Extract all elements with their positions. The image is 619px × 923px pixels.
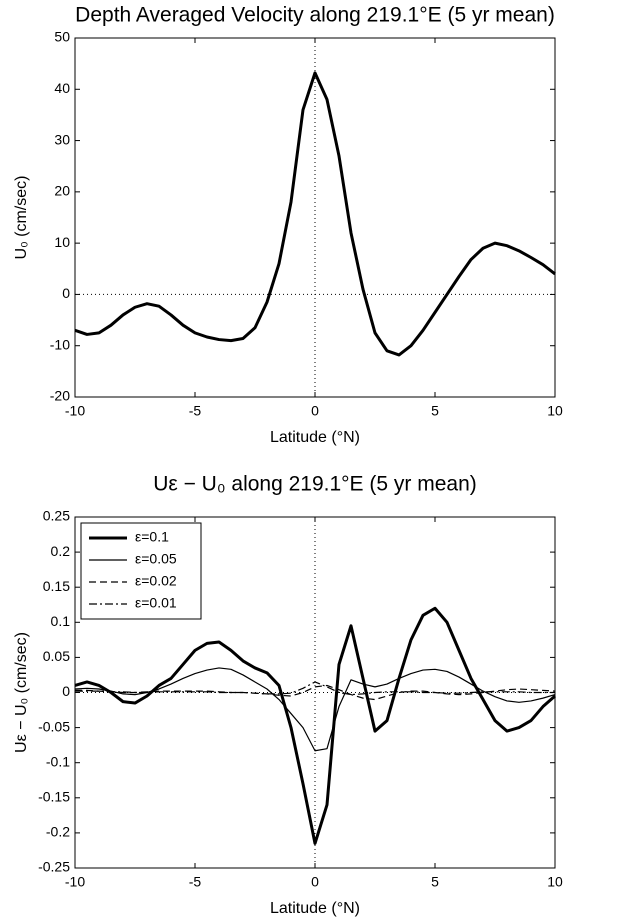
- legend-label: ε=0.05: [135, 551, 177, 567]
- y-tick-label: 0.05: [43, 648, 70, 664]
- data-line: [75, 684, 556, 701]
- x-tick-label: 5: [431, 403, 439, 419]
- x-axis-label: Latitude (°N): [270, 429, 360, 446]
- legend-label: ε=0.1: [135, 529, 169, 545]
- y-tick-label: -0.2: [46, 824, 70, 840]
- y-tick-label: 0.2: [51, 543, 71, 559]
- legend-label: ε=0.01: [135, 595, 177, 611]
- data-line: [74, 667, 556, 752]
- y-tick-label: -20: [50, 388, 70, 404]
- x-tick-label: 0: [311, 874, 319, 890]
- x-tick-label: -5: [189, 874, 202, 890]
- y-tick-label: 20: [54, 183, 70, 199]
- data-line: [74, 606, 556, 845]
- y-tick-label: -0.1: [46, 753, 70, 769]
- chart-title: Uε − U₀ along 219.1°E (5 yr mean): [153, 473, 477, 496]
- x-tick-label: 5: [431, 874, 439, 890]
- data-line: [74, 71, 556, 357]
- y-axis-label: Uε − U₀ (cm/sec): [13, 632, 30, 753]
- chart-title: Depth Averaged Velocity along 219.1°E (5…: [75, 4, 555, 27]
- x-tick-label: 10: [547, 874, 563, 890]
- y-tick-label: 0: [62, 683, 70, 699]
- y-tick-label: 0.1: [51, 613, 71, 629]
- y-tick-label: 40: [54, 80, 70, 96]
- y-tick-label: 0.25: [43, 508, 70, 524]
- y-tick-label: 50: [54, 29, 70, 45]
- y-tick-label: -0.15: [38, 789, 70, 805]
- x-tick-label: 10: [547, 403, 563, 419]
- x-axis-label: Latitude (°N): [270, 900, 360, 917]
- y-tick-label: 0.15: [43, 578, 70, 594]
- data-line: [75, 681, 555, 696]
- plot-frame: [74, 516, 556, 869]
- y-tick-label: -0.25: [38, 859, 70, 875]
- y-axis-label: U₀ (cm/sec): [13, 176, 30, 260]
- y-tick-label: -0.05: [38, 718, 70, 734]
- y-tick-label: 0: [62, 285, 70, 301]
- plot-frame: [74, 37, 556, 398]
- x-tick-label: -10: [65, 403, 85, 419]
- y-tick-label: 10: [54, 234, 70, 250]
- legend-label: ε=0.02: [135, 573, 177, 589]
- x-tick-label: -5: [189, 403, 202, 419]
- y-tick-label: 30: [54, 131, 70, 147]
- y-tick-label: -10: [50, 336, 70, 352]
- x-tick-label: -10: [65, 874, 85, 890]
- x-tick-label: 0: [311, 403, 319, 419]
